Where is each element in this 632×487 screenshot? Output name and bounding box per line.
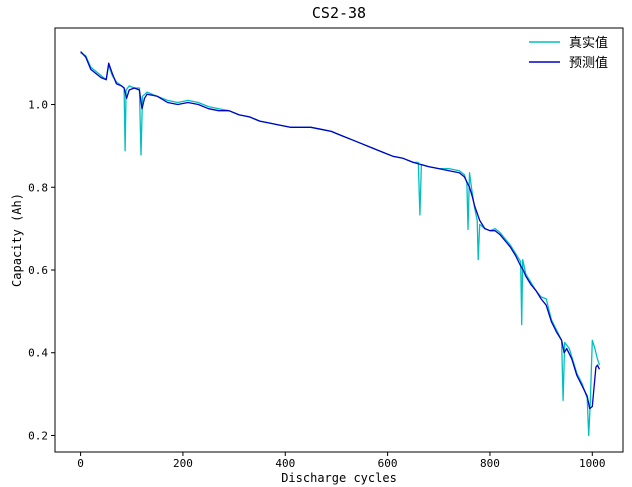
series-lines [80,51,601,437]
y-tick-label: 0.4 [28,347,48,360]
x-axis-label: Discharge cycles [281,471,397,485]
series-line-predicted [80,51,601,410]
x-tick-label: 800 [480,457,500,470]
plot-area [54,27,624,453]
x-tick-label: 200 [173,457,193,470]
x-tick-label: 1000 [579,457,606,470]
series-line-actual [80,52,601,437]
y-tick-label: 0.2 [28,429,48,442]
x-tick-label: 400 [275,457,295,470]
chart-title: CS2-38 [312,4,366,22]
legend: 真实值 预测值 [529,35,608,71]
x-tick-label: 600 [378,457,398,470]
y-tick-label: 0.6 [28,264,48,277]
y-axis-label: Capacity (Ah) [10,193,24,287]
y-tick-label: 0.8 [28,181,48,194]
x-tick-label: 0 [77,457,84,470]
legend-label-predicted: 预测值 [569,55,608,71]
x-axis-ticks: 0 200 400 600 800 1000 [77,452,606,470]
y-tick-label: 1.0 [28,99,48,112]
y-axis-ticks: 0.2 0.4 0.6 0.8 1.0 [28,99,55,442]
legend-label-actual: 真实值 [569,35,608,51]
